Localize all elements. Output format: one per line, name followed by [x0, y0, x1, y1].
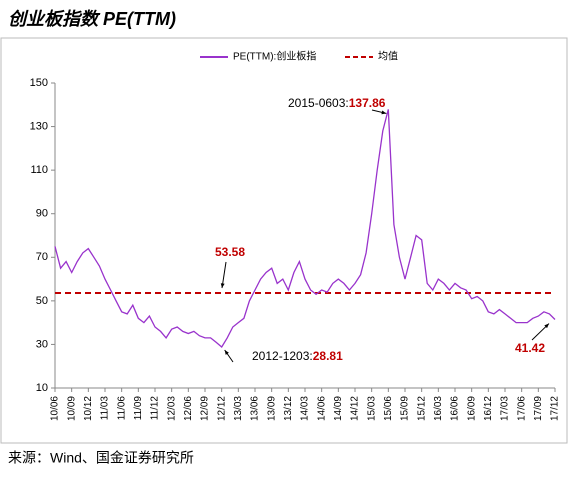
x-tick-label: 17/06	[516, 396, 527, 421]
arrow-head	[544, 323, 549, 329]
arrow-head	[381, 110, 387, 115]
x-tick-label: 15/03	[366, 396, 377, 421]
x-tick-label: 13/12	[283, 396, 294, 421]
x-tick-label: 16/09	[466, 396, 477, 421]
x-tick-label: 17/12	[550, 396, 561, 421]
annotation: 2012-1203:28.81	[252, 349, 343, 363]
annotation-label: 2012-1203:	[252, 349, 313, 363]
chart-frame	[0, 37, 568, 444]
legend-label: 均值	[378, 50, 398, 63]
x-tick-label: 13/03	[233, 396, 244, 421]
arrow-head	[220, 283, 225, 289]
x-tick-label: 11/12	[150, 396, 161, 421]
annotation-value: 41.42	[515, 341, 545, 355]
x-tick-label: 10/12	[83, 396, 94, 421]
annotation-value: 53.58	[215, 245, 245, 259]
legend-label: PE(TTM):创业板指	[233, 50, 316, 63]
y-tick-label: 150	[30, 77, 48, 89]
x-tick-label: 11/03	[100, 396, 111, 421]
y-tick-label: 130	[30, 120, 48, 132]
x-tick-label: 17/09	[533, 396, 544, 421]
y-tick-label: 110	[30, 164, 48, 176]
annotation-value: 137.86	[349, 96, 386, 110]
y-tick-label: 90	[36, 208, 48, 220]
line	[54, 109, 556, 348]
x-tick-label: 15/06	[383, 396, 394, 421]
x-tick-label: 16/12	[483, 396, 494, 421]
x-tick-label: 15/09	[400, 396, 411, 421]
x-tick-label: 15/12	[416, 396, 427, 421]
y-tick-label: 70	[36, 251, 48, 263]
x-tick-label: 12/03	[166, 396, 177, 421]
x-tick-label: 12/06	[183, 396, 194, 421]
x-tick-label: 10/09	[66, 396, 77, 421]
annotation: 41.42	[515, 341, 545, 355]
arrow-head	[224, 350, 229, 355]
x-tick-label: 14/12	[350, 396, 361, 421]
x-tick-label: 13/09	[266, 396, 277, 421]
x-tick-label: 11/09	[133, 396, 144, 421]
x-tick-label: 11/06	[116, 396, 127, 421]
x-tick-label: 14/09	[333, 396, 344, 421]
x-tick-label: 14/06	[316, 396, 327, 421]
annotation-label: 2015-0603:	[288, 96, 349, 110]
x-tick-label: 10/06	[50, 396, 61, 421]
y-tick-label: 10	[36, 382, 48, 394]
x-tick-label: 12/09	[200, 396, 211, 421]
x-tick-label: 16/06	[450, 396, 461, 421]
y-tick-label: 30	[36, 338, 48, 350]
annotation-value: 28.81	[313, 349, 343, 363]
y-tick-label: 50	[36, 295, 48, 307]
annotation: 53.58	[215, 245, 245, 259]
x-tick-label: 13/06	[250, 396, 261, 421]
annotation: 2015-0603:137.86	[288, 96, 386, 110]
x-tick-label: 16/03	[433, 396, 444, 421]
x-tick-label: 17/03	[500, 396, 511, 421]
chart-title: 创业板指数 PE(TTM)	[8, 9, 176, 29]
x-tick-label: 12/12	[216, 396, 227, 421]
source: 来源：Wind、国金证券研究所	[8, 450, 194, 466]
x-tick-label: 14/03	[300, 396, 311, 421]
